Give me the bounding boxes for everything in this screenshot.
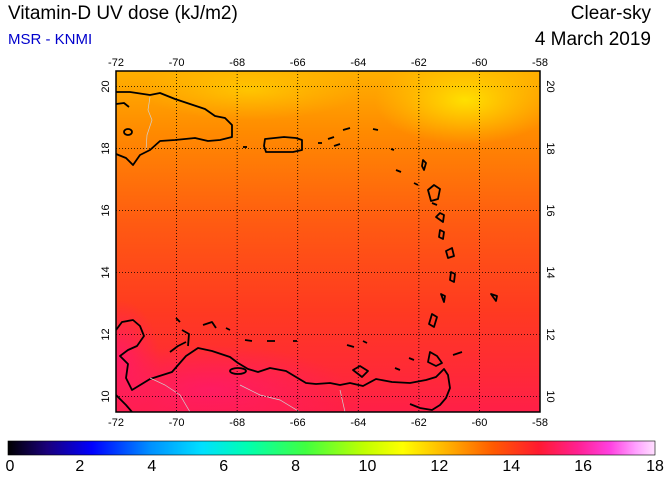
hispaniola-tip: [116, 102, 130, 108]
sky-condition-label: Clear-sky: [570, 3, 651, 24]
lon-tick-label-top: -72: [108, 57, 124, 69]
colorbar: [7, 440, 656, 456]
lat-tick-label-left: 20: [100, 80, 112, 92]
south-america-coast: [116, 319, 451, 411]
lon-tick-label-bottom: -64: [350, 417, 366, 429]
map-title: Vitamin-D UV dose (kJ/m2): [8, 3, 238, 24]
lat-tick-label-right: 20: [544, 80, 556, 92]
lat-tick-label-right: 10: [544, 390, 556, 402]
lon-tick-label-top: -62: [411, 57, 427, 69]
colorbar-tick-label: 4: [147, 458, 157, 475]
colorbar-tick-label: 12: [430, 458, 449, 475]
lon-tick-label-bottom: -68: [229, 417, 245, 429]
colorbar-tick-label: 2: [75, 458, 85, 475]
lon-tick-label-bottom: -70: [169, 417, 185, 429]
date-label: 4 March 2019: [534, 29, 651, 50]
uv-field: [116, 71, 540, 412]
lat-tick-label-left: 10: [100, 390, 112, 402]
colorbar-tick-label: 10: [358, 458, 377, 475]
lon-tick-label-top: -68: [229, 57, 245, 69]
hispaniola-coast: [116, 91, 233, 166]
lat-tick-label-left: 12: [100, 328, 112, 340]
lat-tick-label-right: 12: [544, 328, 556, 340]
colorbar-tick-label: 0: [5, 458, 15, 475]
lat-tick-label-left: 16: [100, 204, 112, 216]
lon-tick-label-bottom: -58: [532, 417, 548, 429]
borders: [145, 96, 346, 412]
lat-tick-label-right: 18: [544, 142, 556, 154]
colorbar-tick-label: 18: [646, 458, 664, 475]
lon-tick-label-top: -70: [169, 57, 185, 69]
lon-tick-label-bottom: -62: [411, 417, 427, 429]
colorbar-tick-label: 6: [219, 458, 229, 475]
lon-tick-label-bottom: -72: [108, 417, 124, 429]
map-frame: [115, 70, 541, 413]
lon-tick-label-top: -64: [350, 57, 366, 69]
gonave-island: [123, 128, 133, 136]
coastlines: [116, 91, 498, 412]
lon-tick-label-top: -60: [471, 57, 487, 69]
puerto-rico-coast: [263, 136, 303, 153]
lat-tick-label-left: 14: [100, 266, 112, 278]
lat-tick-label-right: 14: [544, 266, 556, 278]
lon-tick-label-bottom: -60: [471, 417, 487, 429]
lon-tick-label-bottom: -66: [290, 417, 306, 429]
lon-tick-label-top: -58: [532, 57, 548, 69]
source-label: MSR - KNMI: [8, 31, 93, 48]
tick-labels: -72 -72 -70 -70 -68 -68 -66 -66 -64 -64 -62 -62 -60 -…: [100, 57, 556, 429]
lat-tick-label-left: 18: [100, 142, 112, 154]
lon-tick-label-top: -66: [290, 57, 306, 69]
colorbar-tick-label: 16: [574, 458, 593, 475]
lake-shore: [229, 367, 247, 375]
colorbar-tick-label: 8: [291, 458, 300, 475]
lat-tick-label-right: 16: [544, 204, 556, 216]
colorbar-tick-label: 14: [502, 458, 521, 475]
